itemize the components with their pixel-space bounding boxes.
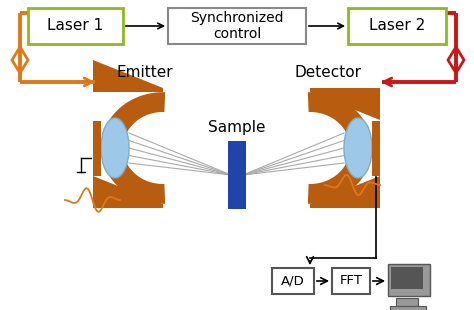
- Text: Laser 2: Laser 2: [369, 19, 425, 33]
- Polygon shape: [93, 176, 163, 208]
- FancyBboxPatch shape: [348, 8, 446, 44]
- Ellipse shape: [101, 118, 129, 178]
- Text: Emitter: Emitter: [117, 65, 173, 80]
- Polygon shape: [310, 176, 380, 208]
- Ellipse shape: [344, 118, 372, 178]
- FancyBboxPatch shape: [391, 267, 423, 289]
- FancyBboxPatch shape: [28, 8, 123, 44]
- FancyBboxPatch shape: [388, 264, 430, 296]
- Text: Synchronized
control: Synchronized control: [190, 11, 284, 41]
- Text: FFT: FFT: [339, 274, 363, 287]
- FancyBboxPatch shape: [390, 306, 426, 310]
- Polygon shape: [101, 92, 165, 147]
- FancyBboxPatch shape: [93, 121, 101, 176]
- FancyBboxPatch shape: [396, 298, 418, 306]
- Polygon shape: [101, 149, 165, 204]
- FancyBboxPatch shape: [332, 268, 370, 294]
- Text: Detector: Detector: [294, 65, 362, 80]
- Polygon shape: [93, 60, 163, 92]
- Text: Laser 1: Laser 1: [47, 19, 104, 33]
- FancyBboxPatch shape: [272, 268, 314, 294]
- Polygon shape: [308, 149, 372, 204]
- Polygon shape: [308, 92, 372, 147]
- Text: Sample: Sample: [208, 120, 266, 135]
- FancyBboxPatch shape: [228, 141, 246, 209]
- Text: A/D: A/D: [281, 274, 305, 287]
- FancyBboxPatch shape: [168, 8, 306, 44]
- Polygon shape: [310, 88, 380, 120]
- FancyBboxPatch shape: [372, 121, 380, 176]
